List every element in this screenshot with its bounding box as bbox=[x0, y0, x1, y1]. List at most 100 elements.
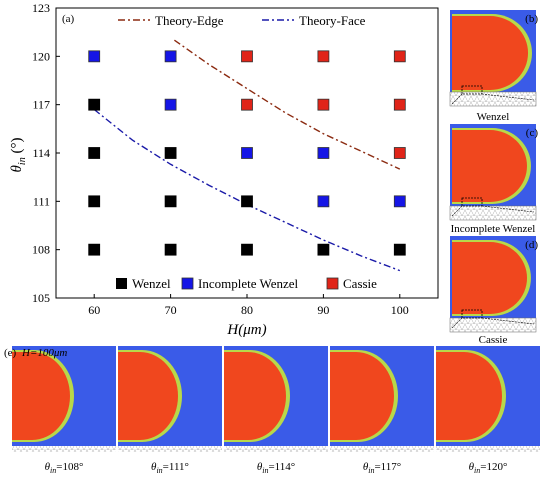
marker-cassie bbox=[393, 147, 406, 159]
zoom-box bbox=[461, 85, 483, 95]
marker-wenzel bbox=[393, 243, 406, 256]
sim-substrate bbox=[12, 446, 116, 452]
frame-caption-value: =114° bbox=[268, 461, 295, 473]
markers bbox=[88, 50, 406, 256]
sim-frame: θin=114° bbox=[224, 346, 328, 475]
sim-droplet bbox=[12, 352, 70, 440]
y-tick-label: 105 bbox=[32, 291, 50, 305]
sim-frame: θin=108° bbox=[12, 346, 116, 475]
frame-caption-sub: in bbox=[368, 466, 374, 475]
frame-caption-sub: in bbox=[262, 466, 268, 475]
zoom-lines bbox=[451, 317, 535, 329]
marker-wenzel bbox=[164, 147, 177, 159]
sim-droplet bbox=[224, 352, 286, 440]
sim-droplet bbox=[452, 130, 528, 202]
y-tick-label: 111 bbox=[33, 194, 50, 208]
y-tick-label: 114 bbox=[32, 146, 50, 160]
legend-label-theory-edge: Theory-Edge bbox=[155, 13, 224, 28]
sim-frame: θin=111° bbox=[118, 346, 222, 475]
marker-wenzel bbox=[241, 195, 253, 208]
frame-caption-symbol: θ bbox=[363, 461, 369, 473]
frame-caption-sub: in bbox=[474, 466, 480, 475]
marker-cassie bbox=[317, 98, 330, 111]
marker-wenzel bbox=[241, 243, 253, 256]
panel-label-a: (a) bbox=[62, 13, 75, 25]
legend-label-wenzel: Wenzel bbox=[132, 276, 171, 291]
sim-substrate bbox=[436, 446, 540, 452]
legend-theory: Theory-Edge Theory-Face bbox=[118, 13, 366, 28]
legend-marker-wenzel bbox=[116, 278, 127, 289]
frame-caption: θin=117° bbox=[363, 461, 401, 475]
sim-droplet bbox=[330, 352, 394, 440]
sim-substrate bbox=[449, 91, 537, 107]
marker-wenzel bbox=[317, 243, 330, 256]
legend-marker-incomplete-wenzel bbox=[181, 277, 194, 290]
frame-caption-symbol: θ bbox=[469, 461, 475, 473]
frame-caption-symbol: θ bbox=[151, 461, 157, 473]
y-tick-label: 117 bbox=[32, 98, 50, 112]
y-axis-title-sub: in bbox=[17, 157, 28, 165]
x-tick-label: 90 bbox=[317, 303, 329, 317]
frame-caption: θin=108° bbox=[45, 461, 84, 475]
frame-caption: θin=114° bbox=[257, 461, 295, 475]
marker-wenzel bbox=[88, 195, 101, 208]
sim-droplet bbox=[118, 352, 178, 440]
x-tick-label: 80 bbox=[241, 303, 253, 317]
frame-caption: θin=120° bbox=[469, 461, 508, 475]
y-tick-label: 123 bbox=[32, 1, 50, 15]
sim-frame: θin=120° bbox=[436, 346, 540, 475]
sim-substrate bbox=[330, 446, 434, 452]
simulation-frames: θin=108° θin=111° θin=114° θin=117° θin=120° bbox=[12, 346, 540, 475]
x-tick-label: 70 bbox=[165, 303, 177, 317]
frame-caption-symbol: θ bbox=[257, 461, 263, 473]
legend-states: Wenzel Incomplete Wenzel Cassie bbox=[116, 276, 377, 291]
marker-wenzel bbox=[88, 98, 101, 111]
zoom-box bbox=[461, 309, 483, 319]
sim-droplet bbox=[436, 352, 502, 440]
caption-c: Incomplete Wenzel bbox=[451, 223, 536, 235]
legend-label-theory-face: Theory-Face bbox=[299, 13, 366, 28]
legend-label-cassie: Cassie bbox=[343, 276, 377, 291]
sim-substrate bbox=[224, 446, 328, 452]
side-panel-b: (b) Wenzel bbox=[449, 10, 538, 123]
side-panel-c: (c) Incomplete Wenzel bbox=[449, 124, 539, 235]
panel-label-e: (e) bbox=[4, 347, 17, 359]
marker-incomplete-wenzel bbox=[164, 50, 177, 63]
sim-substrate bbox=[449, 317, 537, 333]
side-panel-d: (d) Cassie bbox=[449, 236, 538, 346]
panel-label-c: (c) bbox=[526, 127, 539, 139]
sim-droplet bbox=[452, 16, 529, 90]
zoom-box bbox=[461, 197, 483, 207]
panel-label-d: (d) bbox=[525, 239, 538, 251]
bottom-panel-e: θin=108° θin=111° θin=114° θin=117° θin=120°… bbox=[4, 346, 540, 475]
main-chart: 60 70 80 90 100 105 108 111 114 117 120 123 (a) Th… bbox=[9, 1, 439, 338]
x-axis: 60 70 80 90 100 bbox=[88, 294, 409, 317]
marker-cassie bbox=[393, 98, 406, 111]
frame-caption-value: =120° bbox=[480, 461, 507, 473]
marker-incomplete-wenzel bbox=[317, 195, 330, 208]
y-axis-title: θin (°) bbox=[9, 138, 28, 173]
marker-incomplete-wenzel bbox=[164, 98, 177, 111]
marker-incomplete-wenzel bbox=[88, 50, 101, 63]
marker-wenzel bbox=[88, 147, 101, 159]
frame-caption: θin=111° bbox=[151, 461, 189, 475]
marker-wenzel bbox=[164, 243, 177, 256]
marker-cassie bbox=[241, 50, 253, 63]
sim-frame: θin=117° bbox=[330, 346, 434, 475]
marker-incomplete-wenzel bbox=[393, 195, 406, 208]
marker-wenzel bbox=[88, 243, 101, 256]
y-tick-label: 108 bbox=[32, 243, 50, 257]
frame-caption-sub: in bbox=[156, 466, 162, 475]
caption-d: Cassie bbox=[479, 334, 508, 346]
zoom-lines bbox=[451, 205, 535, 217]
marker-incomplete-wenzel bbox=[317, 147, 330, 159]
zoom-lines bbox=[451, 93, 535, 105]
marker-cassie bbox=[317, 50, 330, 63]
sim-substrate bbox=[118, 446, 222, 452]
x-axis-title: H(μm) bbox=[226, 322, 266, 338]
marker-incomplete-wenzel bbox=[241, 147, 253, 159]
legend-label-incomplete-wenzel: Incomplete Wenzel bbox=[198, 276, 299, 291]
y-axis-title-symbol: θ bbox=[9, 164, 25, 172]
sim-droplet bbox=[452, 242, 528, 314]
